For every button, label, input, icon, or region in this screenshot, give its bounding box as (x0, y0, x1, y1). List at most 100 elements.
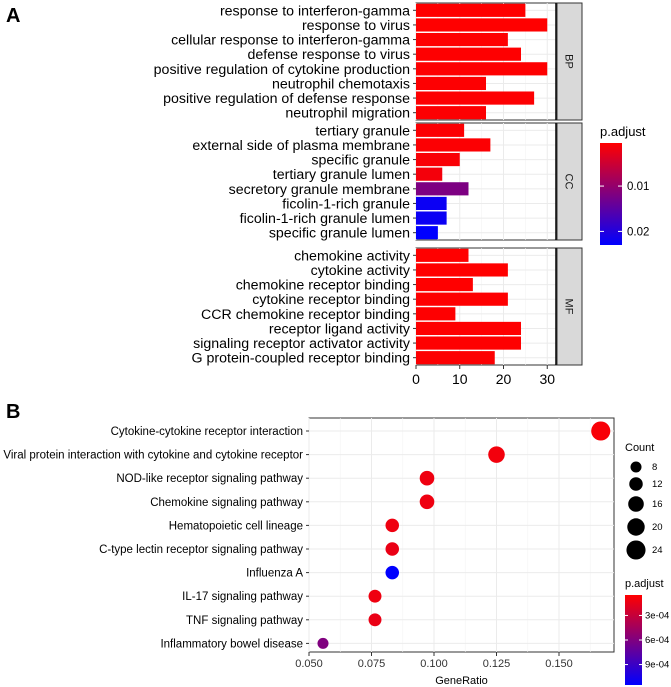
category-label: chemokine receptor binding (236, 278, 410, 294)
x-tick-label: 0.050 (295, 658, 323, 670)
pathway-label: Hematopoietic cell lineage (169, 520, 303, 532)
color-bar-label: 3e-04 (645, 610, 669, 621)
color-bar-label: 6e-04 (645, 635, 669, 646)
bar (416, 307, 456, 321)
size-legend-label: 20 (652, 522, 663, 533)
category-label: chemokine activity (294, 248, 411, 264)
color-legend-title: p.adjust (625, 578, 664, 590)
x-tick-label: 0 (412, 371, 420, 387)
pathway-label: Influenza A (246, 568, 303, 580)
category-label: neutrophil chemotaxis (272, 76, 410, 92)
facet-strip-label: CC (563, 174, 575, 190)
bar (416, 336, 521, 350)
data-point (368, 589, 382, 603)
pathway-label: C-type lectin receptor signaling pathway (99, 544, 303, 556)
bar (416, 292, 508, 306)
color-bar-label: 9e-04 (645, 660, 669, 671)
category-label: CCR chemokine receptor binding (201, 307, 410, 323)
category-label: receptor ligand activity (269, 321, 411, 337)
size-legend-label: 8 (652, 462, 657, 473)
color-bar-label: 0.02 (627, 226, 649, 238)
size-legend-title: Count (625, 442, 654, 454)
bar (416, 3, 526, 17)
size-legend-dot (630, 461, 642, 473)
category-label: tertiary granule (315, 123, 410, 139)
category-label: G protein-coupled receptor binding (192, 351, 410, 367)
data-point (368, 613, 382, 627)
facet-strip-label: MF (563, 299, 575, 315)
bar (416, 138, 491, 152)
pathway-label: Inflammatory bowel disease (160, 638, 303, 650)
pathway-label: NOD-like receptor signaling pathway (116, 473, 303, 485)
category-label: external side of plasma membrane (192, 138, 410, 154)
category-label: positive regulation of defense response (163, 91, 410, 107)
color-bar (600, 143, 622, 245)
size-legend-dot (627, 518, 645, 536)
category-label: cytokine receptor binding (252, 292, 410, 308)
size-legend-dot (628, 496, 644, 512)
x-tick-label: 0.075 (358, 658, 386, 670)
size-legend-dot (626, 540, 646, 560)
x-tick-label: 0.100 (420, 658, 448, 670)
color-bar-label: 0.01 (627, 181, 649, 193)
facet-strip-cc (556, 122, 583, 241)
size-legend-label: 12 (652, 479, 663, 490)
category-label: ficolin-1-rich granule (282, 196, 410, 212)
category-label: cytokine activity (311, 263, 411, 279)
bar (416, 62, 548, 76)
bar (416, 182, 469, 196)
legend-title: p.adjust (600, 124, 646, 139)
category-label: neutrophil migration (285, 106, 410, 122)
color-bar (625, 595, 642, 685)
bar (416, 91, 535, 105)
bar (416, 152, 460, 167)
category-label: cellular response to interferon-gamma (171, 33, 410, 49)
category-label: positive regulation of cytokine producti… (154, 62, 410, 78)
facet-strip-bp (556, 2, 583, 121)
category-label: response to virus (302, 18, 410, 34)
data-point (419, 470, 435, 486)
facet-strip-mf (556, 247, 583, 366)
category-label: specific granule (311, 153, 410, 169)
bar (416, 321, 521, 336)
size-legend-label: 24 (652, 545, 663, 556)
category-label: signaling receptor activator activity (193, 336, 411, 352)
facet-strip-label: BP (563, 54, 575, 69)
category-label: specific granule lumen (269, 226, 410, 242)
data-point (419, 494, 435, 510)
data-point (385, 542, 400, 556)
category-label: tertiary granule lumen (273, 167, 410, 183)
pathway-label: Chemokine signaling pathway (150, 497, 303, 509)
data-point (385, 518, 400, 533)
bar (416, 32, 508, 47)
category-label: response to interferon-gamma (220, 3, 410, 19)
pathway-label: Viral protein interaction with cytokine … (3, 450, 303, 462)
bar (416, 263, 508, 277)
bar (416, 226, 438, 240)
bar (416, 76, 486, 91)
x-tick-label: 30 (539, 371, 555, 387)
bar (416, 167, 443, 181)
data-point (591, 421, 611, 441)
data-point (385, 565, 400, 580)
pathway-label: IL-17 signaling pathway (182, 591, 303, 603)
panel-b-label: B (6, 401, 20, 423)
bar (416, 196, 447, 211)
x-tick-label: 0.125 (483, 658, 511, 670)
pathway-label: TNF signaling pathway (186, 615, 303, 627)
bar (416, 106, 486, 120)
panel-a-label: A (6, 5, 20, 27)
bar (416, 123, 465, 137)
panel-b-dot-plot: Cytokine-cytokine receptor interaction Vi… (3, 417, 669, 687)
x-axis-title: GeneRatio (435, 675, 488, 687)
x-tick-label: 10 (452, 371, 468, 387)
plot-panel (308, 417, 615, 653)
data-point (488, 446, 505, 463)
size-legend-dot (629, 477, 643, 491)
bar (416, 18, 548, 32)
bar (416, 47, 521, 61)
category-label: ficolin-1-rich granule lumen (240, 211, 410, 227)
category-label: secretory granule membrane (229, 182, 410, 198)
